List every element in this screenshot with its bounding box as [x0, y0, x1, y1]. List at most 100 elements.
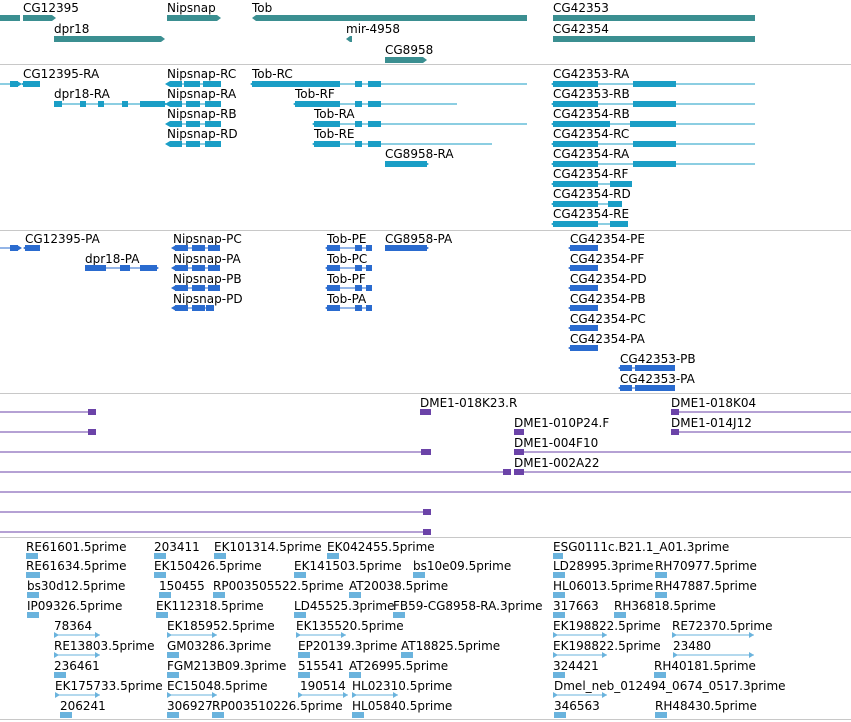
est-label-306927[interactable]: 306927 — [167, 699, 213, 713]
transcript-exon[interactable] — [553, 161, 598, 167]
transcript-end[interactable] — [551, 181, 556, 187]
protein-label-cg42354-pe[interactable]: CG42354-PE — [570, 232, 645, 246]
clone-label-dme1-018k04[interactable]: DME1-018K04 — [671, 396, 757, 410]
transcript-exon[interactable] — [98, 101, 104, 107]
est-feature[interactable] — [602, 692, 607, 698]
protein-end[interactable] — [23, 245, 28, 251]
est-feature[interactable] — [413, 572, 425, 578]
transcript-exon[interactable] — [553, 221, 598, 227]
est-feature[interactable] — [349, 672, 361, 678]
gene-label-cg42353[interactable]: CG42353 — [553, 1, 609, 15]
est-feature[interactable] — [54, 632, 59, 638]
clone-end[interactable] — [514, 449, 524, 455]
gene-bar[interactable] — [167, 15, 221, 21]
protein-end[interactable] — [618, 385, 623, 391]
est-feature[interactable] — [393, 612, 405, 618]
transcript-exon[interactable] — [184, 81, 200, 87]
protein-label-tob-pf[interactable]: Tob-PF — [327, 272, 366, 286]
est-label-ek101314-5prime[interactable]: EK101314.5prime — [214, 540, 322, 554]
transcript-label-cg8958-ra[interactable]: CG8958-RA — [385, 147, 454, 161]
est-feature[interactable] — [655, 572, 667, 578]
transcript-label-tob-ra[interactable]: Tob-RA — [314, 107, 355, 121]
gene-label-mir-4958[interactable]: mir-4958 — [346, 22, 401, 36]
transcript-end[interactable] — [551, 121, 556, 127]
protein-block[interactable] — [570, 285, 598, 291]
transcript-exon[interactable] — [553, 181, 598, 187]
protein-end[interactable] — [171, 285, 176, 291]
protein-label-nipsnap-pb[interactable]: Nipsnap-PB — [173, 272, 242, 286]
est-feature[interactable] — [553, 692, 558, 698]
transcript-exon[interactable] — [314, 141, 340, 147]
est-feature[interactable] — [27, 592, 39, 598]
protein-end[interactable] — [17, 245, 22, 251]
est-label-317663[interactable]: 317663 — [553, 599, 599, 613]
protein-label-cg8958-pa[interactable]: CG8958-PA — [385, 232, 453, 246]
est-feature[interactable] — [614, 612, 626, 618]
est-feature[interactable] — [553, 632, 558, 638]
protein-end[interactable] — [568, 265, 573, 271]
est-feature[interactable] — [655, 592, 667, 598]
est-label-bs10e09-5prime[interactable]: bs10e09.5prime — [413, 559, 512, 573]
clone-end[interactable] — [423, 529, 431, 535]
est-label-esg0111c-b21-1-a01-3prime[interactable]: ESG0111c.B21.1_A01.3prime — [553, 540, 730, 554]
est-label-ek198822-5prime[interactable]: EK198822.5prime — [553, 619, 661, 633]
transcript-end[interactable] — [165, 121, 170, 127]
transcript-label-nipsnap-rb[interactable]: Nipsnap-RB — [167, 107, 237, 121]
est-label-515541[interactable]: 515541 — [298, 659, 344, 673]
protein-block[interactable] — [192, 305, 205, 311]
protein-end[interactable] — [325, 245, 330, 251]
protein-end[interactable] — [325, 285, 330, 291]
transcript-end[interactable] — [312, 121, 317, 127]
protein-label-cg42354-pa[interactable]: CG42354-PA — [570, 332, 645, 346]
est-feature[interactable] — [553, 612, 565, 618]
transcript-exon[interactable] — [368, 141, 381, 147]
est-feature[interactable] — [212, 632, 217, 638]
est-label-78364[interactable]: 78364 — [54, 619, 93, 633]
est-label-ek185952-5prime[interactable]: EK185952.5prime — [167, 619, 275, 633]
transcript-exon[interactable] — [630, 121, 676, 127]
est-label-236461[interactable]: 236461 — [54, 659, 100, 673]
transcript-end[interactable] — [165, 141, 170, 147]
gene-bar[interactable] — [252, 15, 527, 21]
protein-label-cg42353-pb[interactable]: CG42353-PB — [620, 352, 696, 366]
transcript-exon[interactable] — [610, 181, 632, 187]
est-feature[interactable] — [655, 712, 667, 718]
est-feature[interactable] — [159, 592, 171, 598]
est-label-23480[interactable]: 23480 — [673, 639, 712, 653]
gene-label-tob[interactable]: Tob — [252, 1, 273, 15]
est-label-dmel-neb-012494-0674-0517-3prime[interactable]: Dmel_neb_012494_0674_0517.3prime — [554, 679, 786, 693]
transcript-label-nipsnap-rd[interactable]: Nipsnap-RD — [167, 127, 238, 141]
est-label-ip09326-5prime[interactable]: IP09326.5prime — [27, 599, 123, 613]
protein-end[interactable] — [568, 325, 573, 331]
clone-label-dme1-004f10[interactable]: DME1-004F10 — [514, 436, 599, 450]
est-feature[interactable] — [553, 672, 565, 678]
transcript-end[interactable] — [21, 81, 26, 87]
protein-end[interactable] — [568, 305, 573, 311]
protein-end[interactable] — [568, 245, 573, 251]
transcript-end[interactable] — [424, 161, 429, 167]
est-feature[interactable] — [393, 692, 398, 698]
est-label-ek150426-5prime[interactable]: EK150426.5prime — [154, 559, 262, 573]
protein-block[interactable] — [570, 265, 598, 271]
clone-label-dme1-002a22[interactable]: DME1-002A22 — [514, 456, 600, 470]
est-feature[interactable] — [672, 632, 677, 638]
protein-block[interactable] — [635, 385, 675, 391]
protein-block[interactable] — [327, 265, 340, 271]
transcript-exon[interactable] — [186, 101, 200, 107]
est-feature[interactable] — [296, 632, 301, 638]
protein-block[interactable] — [192, 265, 205, 271]
transcript-exon[interactable] — [205, 121, 221, 127]
est-feature[interactable] — [352, 692, 357, 698]
protein-label-cg42354-pc[interactable]: CG42354-PC — [570, 312, 646, 326]
est-feature[interactable] — [654, 672, 666, 678]
protein-block[interactable] — [327, 305, 340, 311]
est-feature[interactable] — [167, 712, 179, 718]
est-label-re72370-5prime[interactable]: RE72370.5prime — [672, 619, 773, 633]
est-label-150455[interactable]: 150455 — [159, 579, 205, 593]
protein-block[interactable] — [355, 305, 362, 311]
est-feature[interactable] — [27, 612, 39, 618]
protein-block[interactable] — [327, 245, 340, 251]
transcript-end[interactable] — [312, 141, 317, 147]
protein-block[interactable] — [208, 265, 220, 271]
protein-label-cg42354-pb[interactable]: CG42354-PB — [570, 292, 646, 306]
